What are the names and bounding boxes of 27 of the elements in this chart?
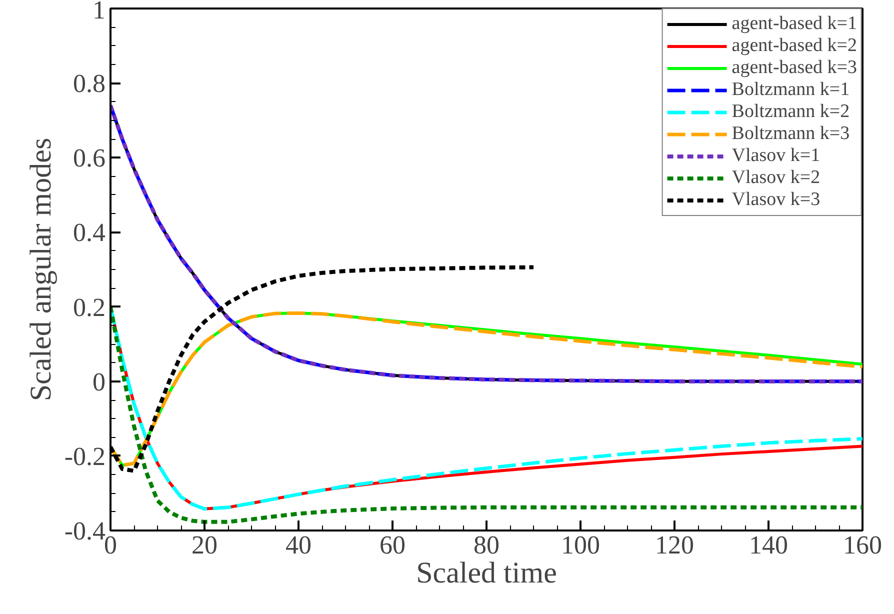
x-axis-title: Scaled time bbox=[416, 556, 557, 590]
legend-label: agent-based k=2 bbox=[732, 35, 857, 57]
x-tick-label: 60 bbox=[380, 530, 406, 560]
y-tick-label: 0.6 bbox=[73, 144, 106, 173]
x-tick-label: 40 bbox=[286, 530, 312, 560]
x-tick-label: 20 bbox=[192, 530, 218, 560]
y-tick-label: -0.4 bbox=[64, 516, 106, 546]
legend-label: agent-based k=3 bbox=[732, 57, 857, 79]
x-tick-label: 100 bbox=[561, 530, 600, 560]
y-tick-label: 1 bbox=[92, 0, 106, 24]
x-tick-label: 120 bbox=[655, 530, 694, 560]
legend-label: Vlasov k=2 bbox=[732, 167, 820, 189]
legend-label: agent-based k=1 bbox=[732, 13, 857, 35]
x-tick-label: 160 bbox=[843, 530, 882, 560]
legend-label: Vlasov k=3 bbox=[732, 189, 820, 211]
y-tick-label: 0 bbox=[92, 367, 106, 396]
legend-label: Vlasov k=1 bbox=[732, 145, 820, 167]
legend-label: Boltzmann k=2 bbox=[732, 101, 850, 123]
y-tick-label: -0.2 bbox=[64, 442, 106, 471]
legend-label: Boltzmann k=3 bbox=[732, 123, 850, 145]
y-tick-label: 0.8 bbox=[73, 69, 106, 98]
y-tick-label: 0.4 bbox=[73, 218, 106, 248]
x-tick-label: 140 bbox=[749, 530, 788, 560]
legend-label: Boltzmann k=1 bbox=[732, 79, 850, 101]
y-axis-title: Scaled angular modes bbox=[24, 138, 58, 402]
y-tick-label: 0.2 bbox=[73, 292, 106, 322]
x-tick-label: 80 bbox=[474, 530, 500, 560]
